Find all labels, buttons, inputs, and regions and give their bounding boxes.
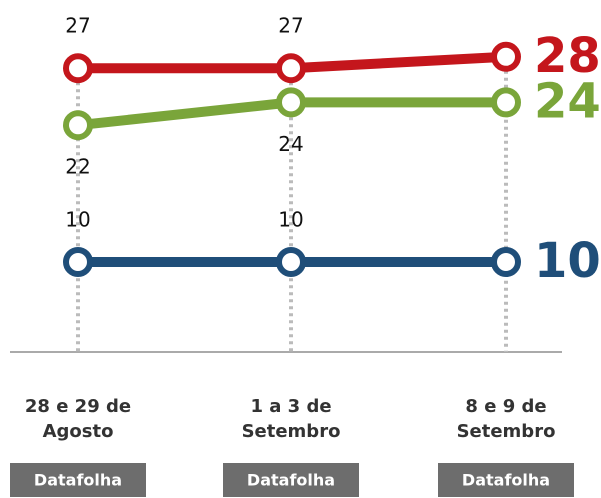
- point: [276, 87, 306, 118]
- x-tick-label: 1 a 3 de: [250, 396, 331, 417]
- point: [63, 110, 93, 141]
- value-label: 27: [278, 14, 303, 38]
- point: [63, 247, 93, 277]
- labels: 27 27 28 22 24 24 10 10 10: [65, 14, 601, 289]
- x-tick-label: Setembro: [457, 421, 556, 442]
- x-tick-label: 28 e 29 de: [25, 396, 131, 417]
- value-label: 10: [65, 208, 90, 232]
- end-label: 24: [534, 73, 601, 129]
- point: [276, 247, 306, 277]
- x-tick-label: Agosto: [43, 421, 114, 442]
- source-label: Datafolha: [34, 471, 122, 490]
- x-tick-label: Setembro: [242, 421, 341, 442]
- source-box: [10, 463, 146, 497]
- source-label: Datafolha: [247, 471, 335, 490]
- value-label: 10: [278, 208, 303, 232]
- value-label: 22: [65, 155, 90, 179]
- source-box: [438, 463, 574, 497]
- value-label: 27: [65, 14, 90, 38]
- point: [491, 41, 521, 72]
- point: [63, 53, 93, 84]
- source-label: Datafolha: [462, 471, 550, 490]
- end-label: 28: [534, 28, 601, 84]
- point: [491, 247, 521, 277]
- lines: [63, 41, 521, 277]
- end-label: 10: [534, 233, 601, 289]
- point: [491, 87, 521, 118]
- categories: 28 e 29 de Agosto 1 a 3 de Setembro 8 e 9 de…: [10, 396, 574, 497]
- point: [276, 53, 306, 84]
- source-box: [223, 463, 359, 497]
- x-tick-label: 8 e 9 de: [465, 396, 546, 417]
- value-label: 24: [278, 132, 303, 156]
